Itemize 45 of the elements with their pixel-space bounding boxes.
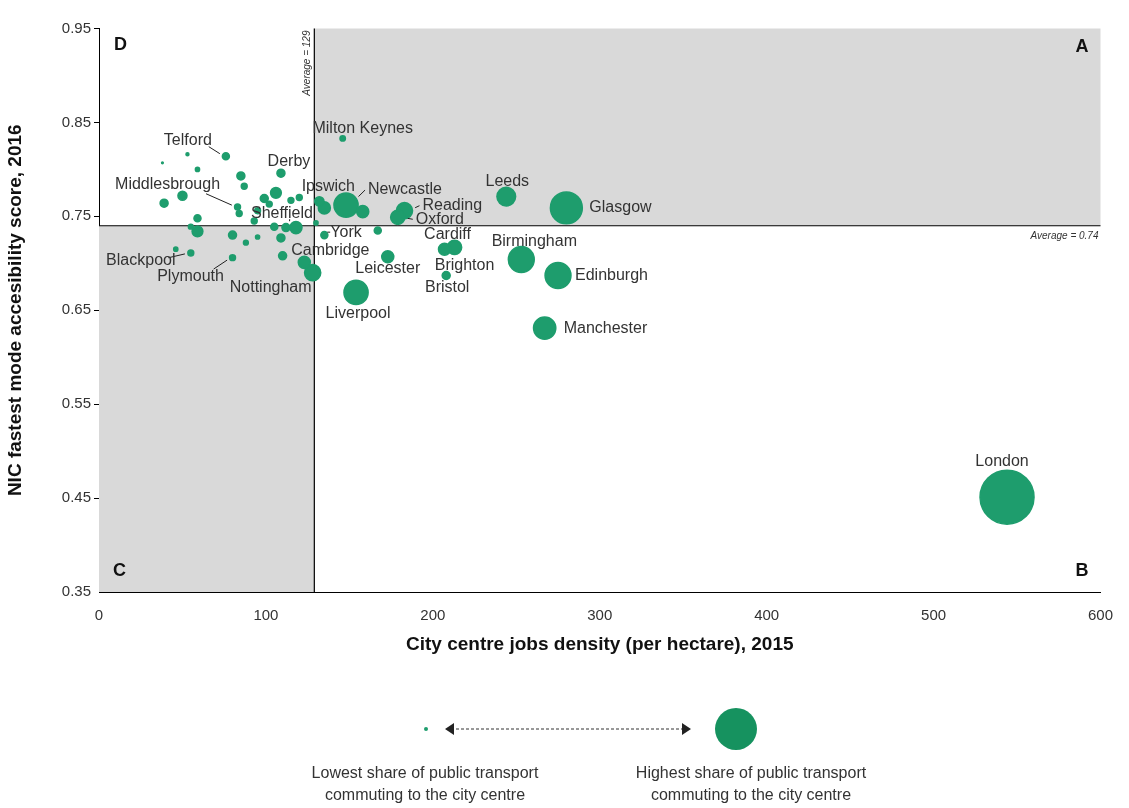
annotation: Glasgow bbox=[589, 198, 653, 216]
annotation: Leicester bbox=[355, 259, 421, 277]
annotation: Leeds bbox=[485, 172, 530, 190]
y-tick-label: 0.85 bbox=[61, 112, 91, 130]
annotation: B bbox=[1075, 559, 1089, 580]
annotation: Derby bbox=[267, 151, 311, 169]
x-tick-label: 400 bbox=[754, 606, 780, 624]
annotation: Plymouth bbox=[157, 267, 224, 285]
y-tick-label: 0.45 bbox=[61, 488, 91, 506]
x-tick-label: 200 bbox=[420, 606, 446, 624]
annotation: London bbox=[975, 451, 1029, 469]
text: Highest share of public transport commuting to the city centre bbox=[634, 763, 868, 805]
y-axis-title: NIC fastest mode accesibility score, 2016 bbox=[3, 124, 25, 497]
annotation: Oxford bbox=[415, 209, 464, 227]
y-tick-label: 0.75 bbox=[61, 206, 91, 224]
annotation: C bbox=[113, 559, 126, 580]
annotation: Middlesbrough bbox=[115, 175, 221, 193]
annotation: D bbox=[114, 34, 127, 55]
annotation: Liverpool bbox=[325, 303, 391, 321]
annotation: Nottingham bbox=[229, 278, 312, 296]
annotation: Newcastle bbox=[368, 180, 442, 198]
text: Lowest share of public transport commuting to the city centre bbox=[310, 763, 540, 805]
annotation: Manchester bbox=[563, 318, 648, 336]
x-tick-label: 300 bbox=[587, 606, 613, 624]
x-tick-label: 100 bbox=[253, 606, 279, 624]
annotation: Birmingham bbox=[491, 231, 577, 249]
annotation: Sheffield bbox=[250, 204, 313, 222]
y-tick-label: 0.35 bbox=[61, 582, 91, 600]
x-tick-label: 500 bbox=[921, 606, 947, 624]
ref-line-label: Average = 0.74 bbox=[1029, 229, 1099, 241]
annotation: Telford bbox=[163, 130, 212, 148]
y-tick-label: 0.95 bbox=[61, 18, 91, 36]
annotation: A bbox=[1075, 36, 1089, 57]
annotation: Bristol bbox=[424, 277, 470, 295]
x-tick-label: 600 bbox=[1087, 606, 1114, 624]
x-axis-title: City centre jobs density (per hectare), 2015 bbox=[405, 632, 794, 654]
ref-line-label: Average = 129 bbox=[301, 30, 313, 97]
annotation: Brighton bbox=[434, 255, 495, 273]
annotation: Edinburgh bbox=[575, 265, 648, 283]
annotation: Blackpool bbox=[106, 251, 176, 269]
y-tick-label: 0.55 bbox=[61, 394, 91, 412]
y-tick-label: 0.65 bbox=[61, 300, 91, 318]
x-tick-label: 0 bbox=[94, 606, 104, 624]
annotation: York bbox=[330, 222, 363, 240]
annotation: Cardiff bbox=[424, 224, 472, 242]
